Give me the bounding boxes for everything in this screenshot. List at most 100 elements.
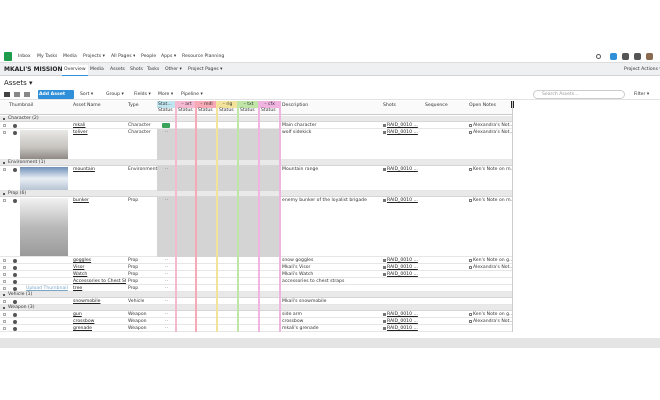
asset-name[interactable]: crossbow xyxy=(73,319,95,324)
nav-icon[interactable] xyxy=(646,53,653,60)
shots[interactable]: RAID_0010 ... xyxy=(387,272,418,277)
shots[interactable]: RAID_0010 ... xyxy=(387,265,418,270)
row-check[interactable] xyxy=(3,287,6,290)
row-icon[interactable] xyxy=(13,265,17,270)
row-check[interactable] xyxy=(3,313,6,316)
asset-name[interactable]: mkali xyxy=(73,123,86,128)
column-header[interactable]: Asset Name xyxy=(73,103,101,108)
asset-name[interactable]: bunker xyxy=(73,198,89,203)
step-header[interactable]: – rig xyxy=(218,101,237,108)
project-tab[interactable]: Media xyxy=(90,67,104,72)
shots[interactable]: RAID_0010 ... xyxy=(387,130,418,135)
project-actions[interactable]: Project Actions ▾ xyxy=(624,67,660,72)
open-notes[interactable]: Ken's Note on m... xyxy=(473,198,513,203)
toolbar-menu[interactable]: Fields ▾ xyxy=(134,92,151,97)
search-text[interactable]: Search Assets... xyxy=(542,92,579,97)
row-icon[interactable] xyxy=(13,326,17,331)
shots[interactable]: RAID_0010 ... xyxy=(387,312,418,317)
toolbar-menu[interactable]: Sort ▾ xyxy=(80,92,94,97)
row-icon[interactable] xyxy=(13,319,17,324)
toolbar-menu[interactable]: More ▾ xyxy=(158,92,174,97)
nav-item[interactable]: Inbox xyxy=(18,54,31,59)
status-badge[interactable] xyxy=(162,123,170,128)
add-button[interactable] xyxy=(38,90,74,99)
page-title[interactable]: Assets ▾ xyxy=(4,79,33,87)
nav-item[interactable]: Resource Planning xyxy=(182,54,225,59)
project-tab[interactable]: Assets xyxy=(110,67,125,72)
row-check[interactable] xyxy=(3,280,6,283)
nav-icon[interactable] xyxy=(610,53,617,60)
nav-item[interactable]: People xyxy=(141,54,157,59)
shots[interactable]: RAID_0010 ... xyxy=(387,326,418,331)
row-check[interactable] xyxy=(3,300,6,303)
row-icon[interactable] xyxy=(13,167,17,172)
nav-icon[interactable] xyxy=(622,53,629,60)
asset-name[interactable]: gun xyxy=(73,312,82,317)
row-icon[interactable] xyxy=(13,198,17,203)
nav-item[interactable]: Projects ▾ xyxy=(83,54,105,59)
view-icon[interactable] xyxy=(14,92,20,97)
search-icon[interactable] xyxy=(596,54,601,59)
asset-name[interactable]: tree xyxy=(73,286,83,291)
row-check[interactable] xyxy=(3,168,6,171)
project-tab[interactable]: Project Pages ▾ xyxy=(188,67,223,72)
view-icon[interactable] xyxy=(4,92,10,97)
row-check[interactable] xyxy=(3,131,6,134)
open-notes[interactable]: Alexandra's Not... xyxy=(473,123,513,128)
group-label[interactable]: Character (2) xyxy=(8,116,39,121)
open-notes[interactable]: Alexandra's Not... xyxy=(473,130,513,135)
upload-thumbnail[interactable]: Upload Thumbnail xyxy=(26,286,68,291)
group-toggle[interactable] xyxy=(3,162,5,164)
project-tab[interactable]: Other ▾ xyxy=(165,67,182,72)
nav-item[interactable]: All Pages ▾ xyxy=(111,54,136,59)
shots[interactable]: RAID_0010 ... xyxy=(387,319,418,324)
asset-name[interactable]: toliver xyxy=(73,130,88,135)
row-icon[interactable] xyxy=(13,299,17,304)
open-notes[interactable]: Alexandra's Not... xyxy=(473,265,513,270)
row-icon[interactable] xyxy=(13,130,17,135)
group-toggle[interactable] xyxy=(3,193,5,195)
row-check[interactable] xyxy=(3,327,6,330)
group-toggle[interactable] xyxy=(3,294,5,296)
open-notes[interactable]: Ken's Note on g... xyxy=(473,312,513,317)
shots[interactable]: RAID_0010 ... xyxy=(387,258,418,263)
thumbnail[interactable] xyxy=(20,130,68,159)
asset-name[interactable]: Watch xyxy=(73,272,88,277)
add-label[interactable]: Add Asset xyxy=(38,92,66,97)
search-box[interactable] xyxy=(533,90,625,99)
row-icon[interactable] xyxy=(13,286,17,291)
column-header[interactable]: Open Notes xyxy=(469,103,496,108)
filter-button[interactable]: Filter ▾ xyxy=(634,92,650,97)
row-check[interactable] xyxy=(3,273,6,276)
row-icon[interactable] xyxy=(13,312,17,317)
shots[interactable]: RAID_0010 ... xyxy=(387,198,418,203)
row-icon[interactable] xyxy=(13,123,17,128)
asset-name[interactable]: grenade xyxy=(73,326,92,331)
step-header[interactable]: – cfx xyxy=(260,101,279,108)
row-check[interactable] xyxy=(3,124,6,127)
row-icon[interactable] xyxy=(13,258,17,263)
step-header[interactable]: – mdl xyxy=(197,101,216,108)
thumbnail[interactable] xyxy=(20,198,68,256)
row-icon[interactable] xyxy=(13,272,17,277)
toolbar-menu[interactable]: Group ▾ xyxy=(106,92,124,97)
column-header[interactable]: Sequence xyxy=(425,103,448,108)
asset-name[interactable]: Visor xyxy=(73,265,85,270)
group-label[interactable]: Environment (1) xyxy=(8,160,46,165)
open-notes[interactable]: Alexandra's Not... xyxy=(473,319,513,324)
step-header[interactable]: – art xyxy=(177,101,196,108)
row-check[interactable] xyxy=(3,259,6,262)
group-label[interactable]: Weapon (3) xyxy=(8,305,35,310)
asset-name[interactable]: Accessories to Chest Stra... xyxy=(73,279,126,284)
row-icon[interactable] xyxy=(13,279,17,284)
thumbnail[interactable] xyxy=(20,167,68,190)
view-icon[interactable] xyxy=(24,92,30,97)
group-label[interactable]: Vehicle (1) xyxy=(8,292,33,297)
row-check[interactable] xyxy=(3,266,6,269)
nav-icon[interactable] xyxy=(634,53,641,60)
asset-name[interactable]: snowmobile xyxy=(73,299,101,304)
project-tab[interactable]: Overview xyxy=(62,65,88,76)
status-header[interactable]: Stat... xyxy=(157,101,175,108)
shots[interactable]: RAID_0010 ... xyxy=(387,123,418,128)
column-header[interactable]: Shots xyxy=(383,103,396,108)
